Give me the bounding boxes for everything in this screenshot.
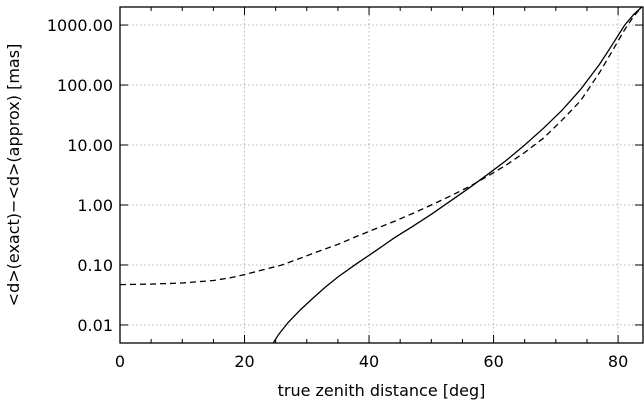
dashed-curve xyxy=(119,6,643,286)
y-tick-label: 1.00 xyxy=(77,196,113,215)
x-tick-label: 80 xyxy=(608,352,628,371)
solid-curve xyxy=(272,6,643,344)
plot-frame xyxy=(119,6,644,344)
x-tick-label: 60 xyxy=(483,352,503,371)
y-tick-label: 1000.00 xyxy=(47,16,113,35)
x-tick-label: 40 xyxy=(359,352,379,371)
y-tick-label: 0.10 xyxy=(77,256,113,275)
y-tick-label: 100.00 xyxy=(57,76,113,95)
y-axis-label: <d>(exact)−<d>(approx) [mas] xyxy=(4,44,23,307)
x-tick-label: 0 xyxy=(115,352,125,371)
grid xyxy=(119,7,643,343)
ticks: 0 20 40 60 80 0.01 0.10 1.00 10.00 100.00 1000.00 xyxy=(47,7,643,371)
curves xyxy=(119,6,643,344)
x-axis-label: true zenith distance [deg] xyxy=(278,381,486,400)
y-tick-label: 10.00 xyxy=(67,136,113,155)
y-tick-label: 0.01 xyxy=(77,316,113,335)
x-tick-label: 20 xyxy=(234,352,254,371)
